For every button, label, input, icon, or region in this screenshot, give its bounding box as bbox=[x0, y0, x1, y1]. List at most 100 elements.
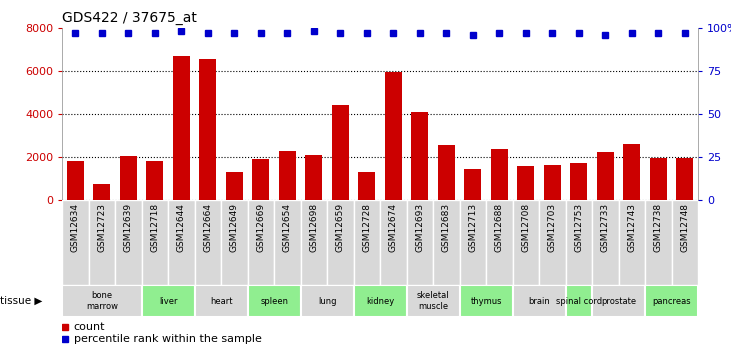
Text: kidney: kidney bbox=[366, 296, 394, 306]
FancyBboxPatch shape bbox=[566, 200, 592, 285]
Text: prostate: prostate bbox=[601, 296, 636, 306]
FancyBboxPatch shape bbox=[406, 285, 460, 317]
Bar bbox=[676, 158, 694, 200]
FancyBboxPatch shape bbox=[300, 200, 327, 285]
FancyBboxPatch shape bbox=[672, 200, 698, 285]
FancyBboxPatch shape bbox=[486, 200, 512, 285]
Text: percentile rank within the sample: percentile rank within the sample bbox=[74, 335, 262, 344]
Bar bbox=[226, 172, 243, 200]
FancyBboxPatch shape bbox=[406, 200, 433, 285]
FancyBboxPatch shape bbox=[539, 200, 566, 285]
FancyBboxPatch shape bbox=[380, 200, 406, 285]
FancyBboxPatch shape bbox=[274, 200, 300, 285]
FancyBboxPatch shape bbox=[142, 200, 168, 285]
Bar bbox=[146, 161, 164, 200]
Text: spinal cord: spinal cord bbox=[556, 296, 602, 306]
FancyBboxPatch shape bbox=[354, 285, 406, 317]
Text: GSM12654: GSM12654 bbox=[283, 203, 292, 252]
FancyBboxPatch shape bbox=[645, 200, 672, 285]
Bar bbox=[120, 156, 137, 200]
FancyBboxPatch shape bbox=[645, 285, 698, 317]
Bar bbox=[544, 165, 561, 200]
Text: skeletal
muscle: skeletal muscle bbox=[417, 291, 450, 311]
Text: GSM12748: GSM12748 bbox=[681, 203, 689, 252]
Text: GSM12674: GSM12674 bbox=[389, 203, 398, 252]
Bar bbox=[94, 184, 110, 200]
Text: GSM12728: GSM12728 bbox=[363, 203, 371, 252]
Bar bbox=[279, 150, 296, 200]
Bar bbox=[252, 159, 270, 200]
FancyBboxPatch shape bbox=[618, 200, 645, 285]
Text: GSM12723: GSM12723 bbox=[97, 203, 107, 252]
Text: GSM12634: GSM12634 bbox=[71, 203, 80, 252]
FancyBboxPatch shape bbox=[512, 200, 539, 285]
FancyBboxPatch shape bbox=[354, 200, 380, 285]
Text: GSM12639: GSM12639 bbox=[124, 203, 133, 252]
Bar bbox=[596, 151, 614, 200]
Text: GSM12669: GSM12669 bbox=[257, 203, 265, 252]
FancyBboxPatch shape bbox=[168, 200, 194, 285]
FancyBboxPatch shape bbox=[194, 200, 221, 285]
Text: GSM12683: GSM12683 bbox=[442, 203, 451, 252]
FancyBboxPatch shape bbox=[62, 200, 88, 285]
Text: lung: lung bbox=[318, 296, 336, 306]
Bar bbox=[200, 59, 216, 200]
FancyBboxPatch shape bbox=[460, 285, 512, 317]
Bar bbox=[518, 166, 534, 200]
FancyBboxPatch shape bbox=[115, 200, 142, 285]
Text: brain: brain bbox=[529, 296, 550, 306]
Text: GSM12708: GSM12708 bbox=[521, 203, 531, 252]
FancyBboxPatch shape bbox=[221, 200, 248, 285]
Text: GSM12738: GSM12738 bbox=[654, 203, 663, 252]
FancyBboxPatch shape bbox=[512, 285, 566, 317]
FancyBboxPatch shape bbox=[566, 285, 592, 317]
Bar bbox=[491, 149, 508, 200]
Text: GSM12743: GSM12743 bbox=[627, 203, 637, 252]
Bar bbox=[412, 112, 428, 200]
Text: GSM12688: GSM12688 bbox=[495, 203, 504, 252]
Text: GSM12703: GSM12703 bbox=[548, 203, 557, 252]
FancyBboxPatch shape bbox=[460, 200, 486, 285]
Bar bbox=[173, 56, 190, 200]
Bar bbox=[624, 144, 640, 200]
FancyBboxPatch shape bbox=[592, 285, 645, 317]
Bar bbox=[438, 145, 455, 200]
Text: heart: heart bbox=[210, 296, 232, 306]
FancyBboxPatch shape bbox=[433, 200, 460, 285]
FancyBboxPatch shape bbox=[300, 285, 354, 317]
Text: GSM12718: GSM12718 bbox=[151, 203, 159, 252]
Text: liver: liver bbox=[159, 296, 178, 306]
FancyBboxPatch shape bbox=[62, 285, 142, 317]
Bar bbox=[570, 164, 588, 200]
Bar bbox=[650, 158, 667, 200]
FancyBboxPatch shape bbox=[142, 285, 194, 317]
Text: GSM12698: GSM12698 bbox=[309, 203, 319, 252]
Text: GSM12713: GSM12713 bbox=[469, 203, 477, 252]
Text: GSM12649: GSM12649 bbox=[230, 203, 239, 252]
Text: pancreas: pancreas bbox=[652, 296, 691, 306]
Bar bbox=[306, 155, 322, 200]
FancyBboxPatch shape bbox=[248, 200, 274, 285]
FancyBboxPatch shape bbox=[194, 285, 248, 317]
Text: tissue ▶: tissue ▶ bbox=[0, 296, 42, 306]
Bar bbox=[358, 172, 376, 200]
Text: spleen: spleen bbox=[260, 296, 288, 306]
Bar bbox=[332, 105, 349, 200]
Text: GSM12659: GSM12659 bbox=[336, 203, 345, 252]
Text: bone
marrow: bone marrow bbox=[86, 291, 118, 311]
Text: GSM12644: GSM12644 bbox=[177, 203, 186, 252]
Text: GSM12664: GSM12664 bbox=[203, 203, 213, 252]
FancyBboxPatch shape bbox=[592, 200, 618, 285]
Text: GSM12693: GSM12693 bbox=[415, 203, 425, 252]
Bar bbox=[67, 161, 84, 200]
FancyBboxPatch shape bbox=[248, 285, 300, 317]
Text: GSM12733: GSM12733 bbox=[601, 203, 610, 252]
FancyBboxPatch shape bbox=[88, 200, 115, 285]
FancyBboxPatch shape bbox=[327, 200, 354, 285]
Text: count: count bbox=[74, 322, 105, 332]
Bar bbox=[464, 169, 482, 200]
Text: GDS422 / 37675_at: GDS422 / 37675_at bbox=[62, 11, 197, 25]
Text: GSM12753: GSM12753 bbox=[575, 203, 583, 252]
Bar bbox=[385, 72, 402, 200]
Text: thymus: thymus bbox=[470, 296, 502, 306]
